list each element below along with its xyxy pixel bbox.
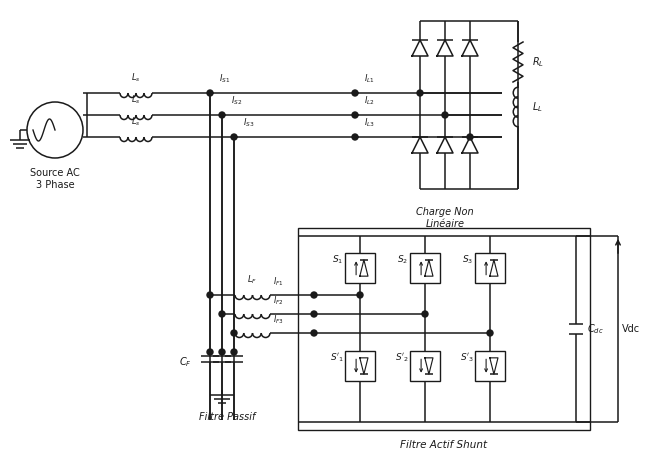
- Circle shape: [231, 349, 237, 355]
- Text: $S_3$: $S_3$: [462, 253, 473, 266]
- Text: $R_L$: $R_L$: [532, 55, 544, 69]
- Bar: [410, 253, 440, 283]
- Bar: [298, 228, 590, 430]
- Text: Filtre Actif Shunt: Filtre Actif Shunt: [401, 440, 488, 450]
- Text: $I_{L3}$: $I_{L3}$: [364, 117, 375, 129]
- Circle shape: [219, 112, 225, 118]
- Text: Filtre Passif: Filtre Passif: [199, 412, 255, 422]
- Circle shape: [467, 134, 473, 140]
- Text: $I_{S3}$: $I_{S3}$: [243, 117, 255, 129]
- Text: $S'_3$: $S'_3$: [459, 351, 473, 364]
- Text: $L_s$: $L_s$: [131, 71, 141, 84]
- Circle shape: [487, 330, 493, 336]
- Text: $L_s$: $L_s$: [131, 115, 141, 128]
- Bar: [410, 351, 440, 381]
- Circle shape: [357, 292, 363, 298]
- Bar: [475, 253, 505, 283]
- Bar: [345, 253, 375, 283]
- Circle shape: [311, 330, 317, 336]
- Text: $S_2$: $S_2$: [397, 253, 408, 266]
- Circle shape: [352, 90, 358, 96]
- Text: $L_F$: $L_F$: [248, 273, 257, 286]
- Text: $I_{S1}$: $I_{S1}$: [219, 73, 230, 85]
- Circle shape: [207, 90, 213, 96]
- Circle shape: [311, 311, 317, 317]
- Text: $S'_2$: $S'_2$: [395, 351, 408, 364]
- Circle shape: [207, 349, 213, 355]
- Text: $I_{F1}$: $I_{F1}$: [273, 276, 284, 288]
- Circle shape: [219, 349, 225, 355]
- Text: $L_L$: $L_L$: [532, 100, 543, 114]
- Text: $L_s$: $L_s$: [131, 94, 141, 106]
- Circle shape: [422, 311, 428, 317]
- Circle shape: [352, 112, 358, 118]
- Text: $I_{L2}$: $I_{L2}$: [364, 94, 375, 107]
- Text: Vdc: Vdc: [622, 324, 640, 334]
- Bar: [345, 351, 375, 381]
- Circle shape: [311, 292, 317, 298]
- Circle shape: [231, 330, 237, 336]
- Text: Source AC
3 Phase: Source AC 3 Phase: [30, 168, 80, 190]
- Bar: [475, 351, 505, 381]
- Text: $I_{F2}$: $I_{F2}$: [273, 295, 284, 307]
- Circle shape: [219, 311, 225, 317]
- Text: $I_{S2}$: $I_{S2}$: [231, 94, 243, 107]
- Text: $I_{L1}$: $I_{L1}$: [364, 73, 375, 85]
- Circle shape: [417, 90, 423, 96]
- Text: $C_F$: $C_F$: [179, 355, 192, 369]
- Circle shape: [207, 292, 213, 298]
- Circle shape: [352, 134, 358, 140]
- Text: $C_{dc}$: $C_{dc}$: [587, 322, 604, 336]
- Text: $S'_1$: $S'_1$: [330, 351, 344, 364]
- Text: Charge Non
Linéaire: Charge Non Linéaire: [416, 207, 474, 229]
- Circle shape: [231, 134, 237, 140]
- Circle shape: [442, 112, 448, 118]
- Text: $I_{F3}$: $I_{F3}$: [273, 314, 284, 326]
- Text: $S_1$: $S_1$: [332, 253, 344, 266]
